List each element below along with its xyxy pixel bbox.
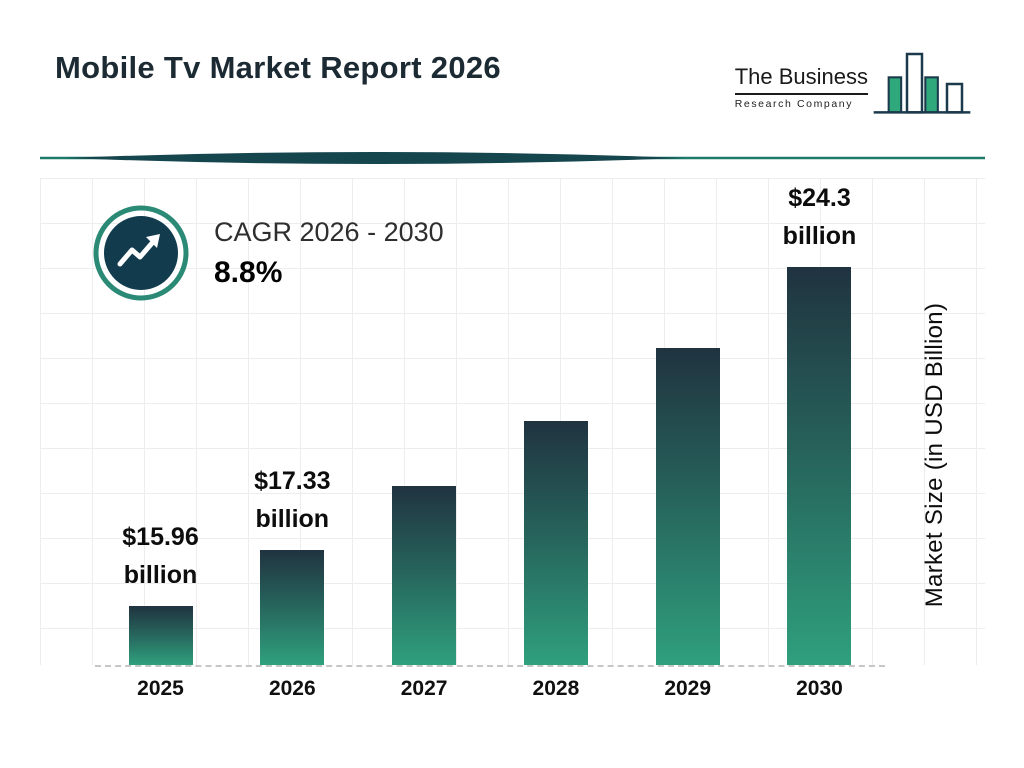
x-tick-2027: 2027 [400, 677, 448, 700]
cagr-text: CAGR 2026 - 2030 8.8% [214, 217, 444, 290]
bar-column-2028 [490, 178, 621, 665]
x-tick-2028: 2028 [532, 677, 580, 700]
bar-value-label-2026: $17.33 billion [254, 467, 331, 533]
bar-chart: $15.96 billion $17.33 billion $24.3 billion [95, 178, 885, 667]
x-tick-2030: 2030 [796, 677, 843, 700]
bar-2028 [523, 421, 588, 665]
bar-2027 [392, 486, 457, 665]
page-title: Mobile Tv Market Report 2026 [55, 50, 501, 85]
x-axis-ticks: 2025 2026 2027 2028 2029 2030 [95, 677, 885, 701]
bar-value-label-2025: $15.96 billion [122, 523, 199, 589]
bar-column-2025: $15.96 billion [95, 178, 226, 665]
bar-column-2029 [622, 178, 753, 665]
bar-column-2030: $24.3 billion [754, 178, 885, 665]
bar-column-2027 [359, 178, 490, 665]
bar-2025 [128, 606, 193, 665]
cagr-value: 8.8% [214, 255, 283, 289]
chart-region: CAGR 2026 - 2030 8.8% $15.96 billion $17.3… [40, 178, 985, 723]
bar-value-label-2030: $24.3 billion [782, 184, 857, 250]
section-divider [40, 152, 985, 164]
logo-text-line2: Research Company [734, 98, 854, 110]
cagr-label: CAGR 2026 - 2030 [214, 216, 444, 247]
x-tick-2026: 2026 [268, 677, 316, 700]
company-logo: The Business Research Company [734, 42, 972, 126]
logo-bars-icon [873, 52, 971, 114]
bar-column-2026: $17.33 billion [227, 178, 358, 665]
trend-up-icon [93, 205, 189, 301]
y-axis-label: Market Size (in USD Billion) [921, 302, 948, 608]
logo-text: The Business Research Company [734, 42, 868, 110]
cagr-badge: CAGR 2026 - 2030 8.8% [92, 204, 444, 302]
x-tick-2025: 2025 [137, 677, 184, 700]
bar-2026 [260, 550, 325, 665]
logo-text-line1: The Business [734, 64, 868, 95]
x-tick-2029: 2029 [664, 677, 712, 700]
bar-2029 [655, 348, 720, 665]
bar-2030 [787, 267, 852, 665]
